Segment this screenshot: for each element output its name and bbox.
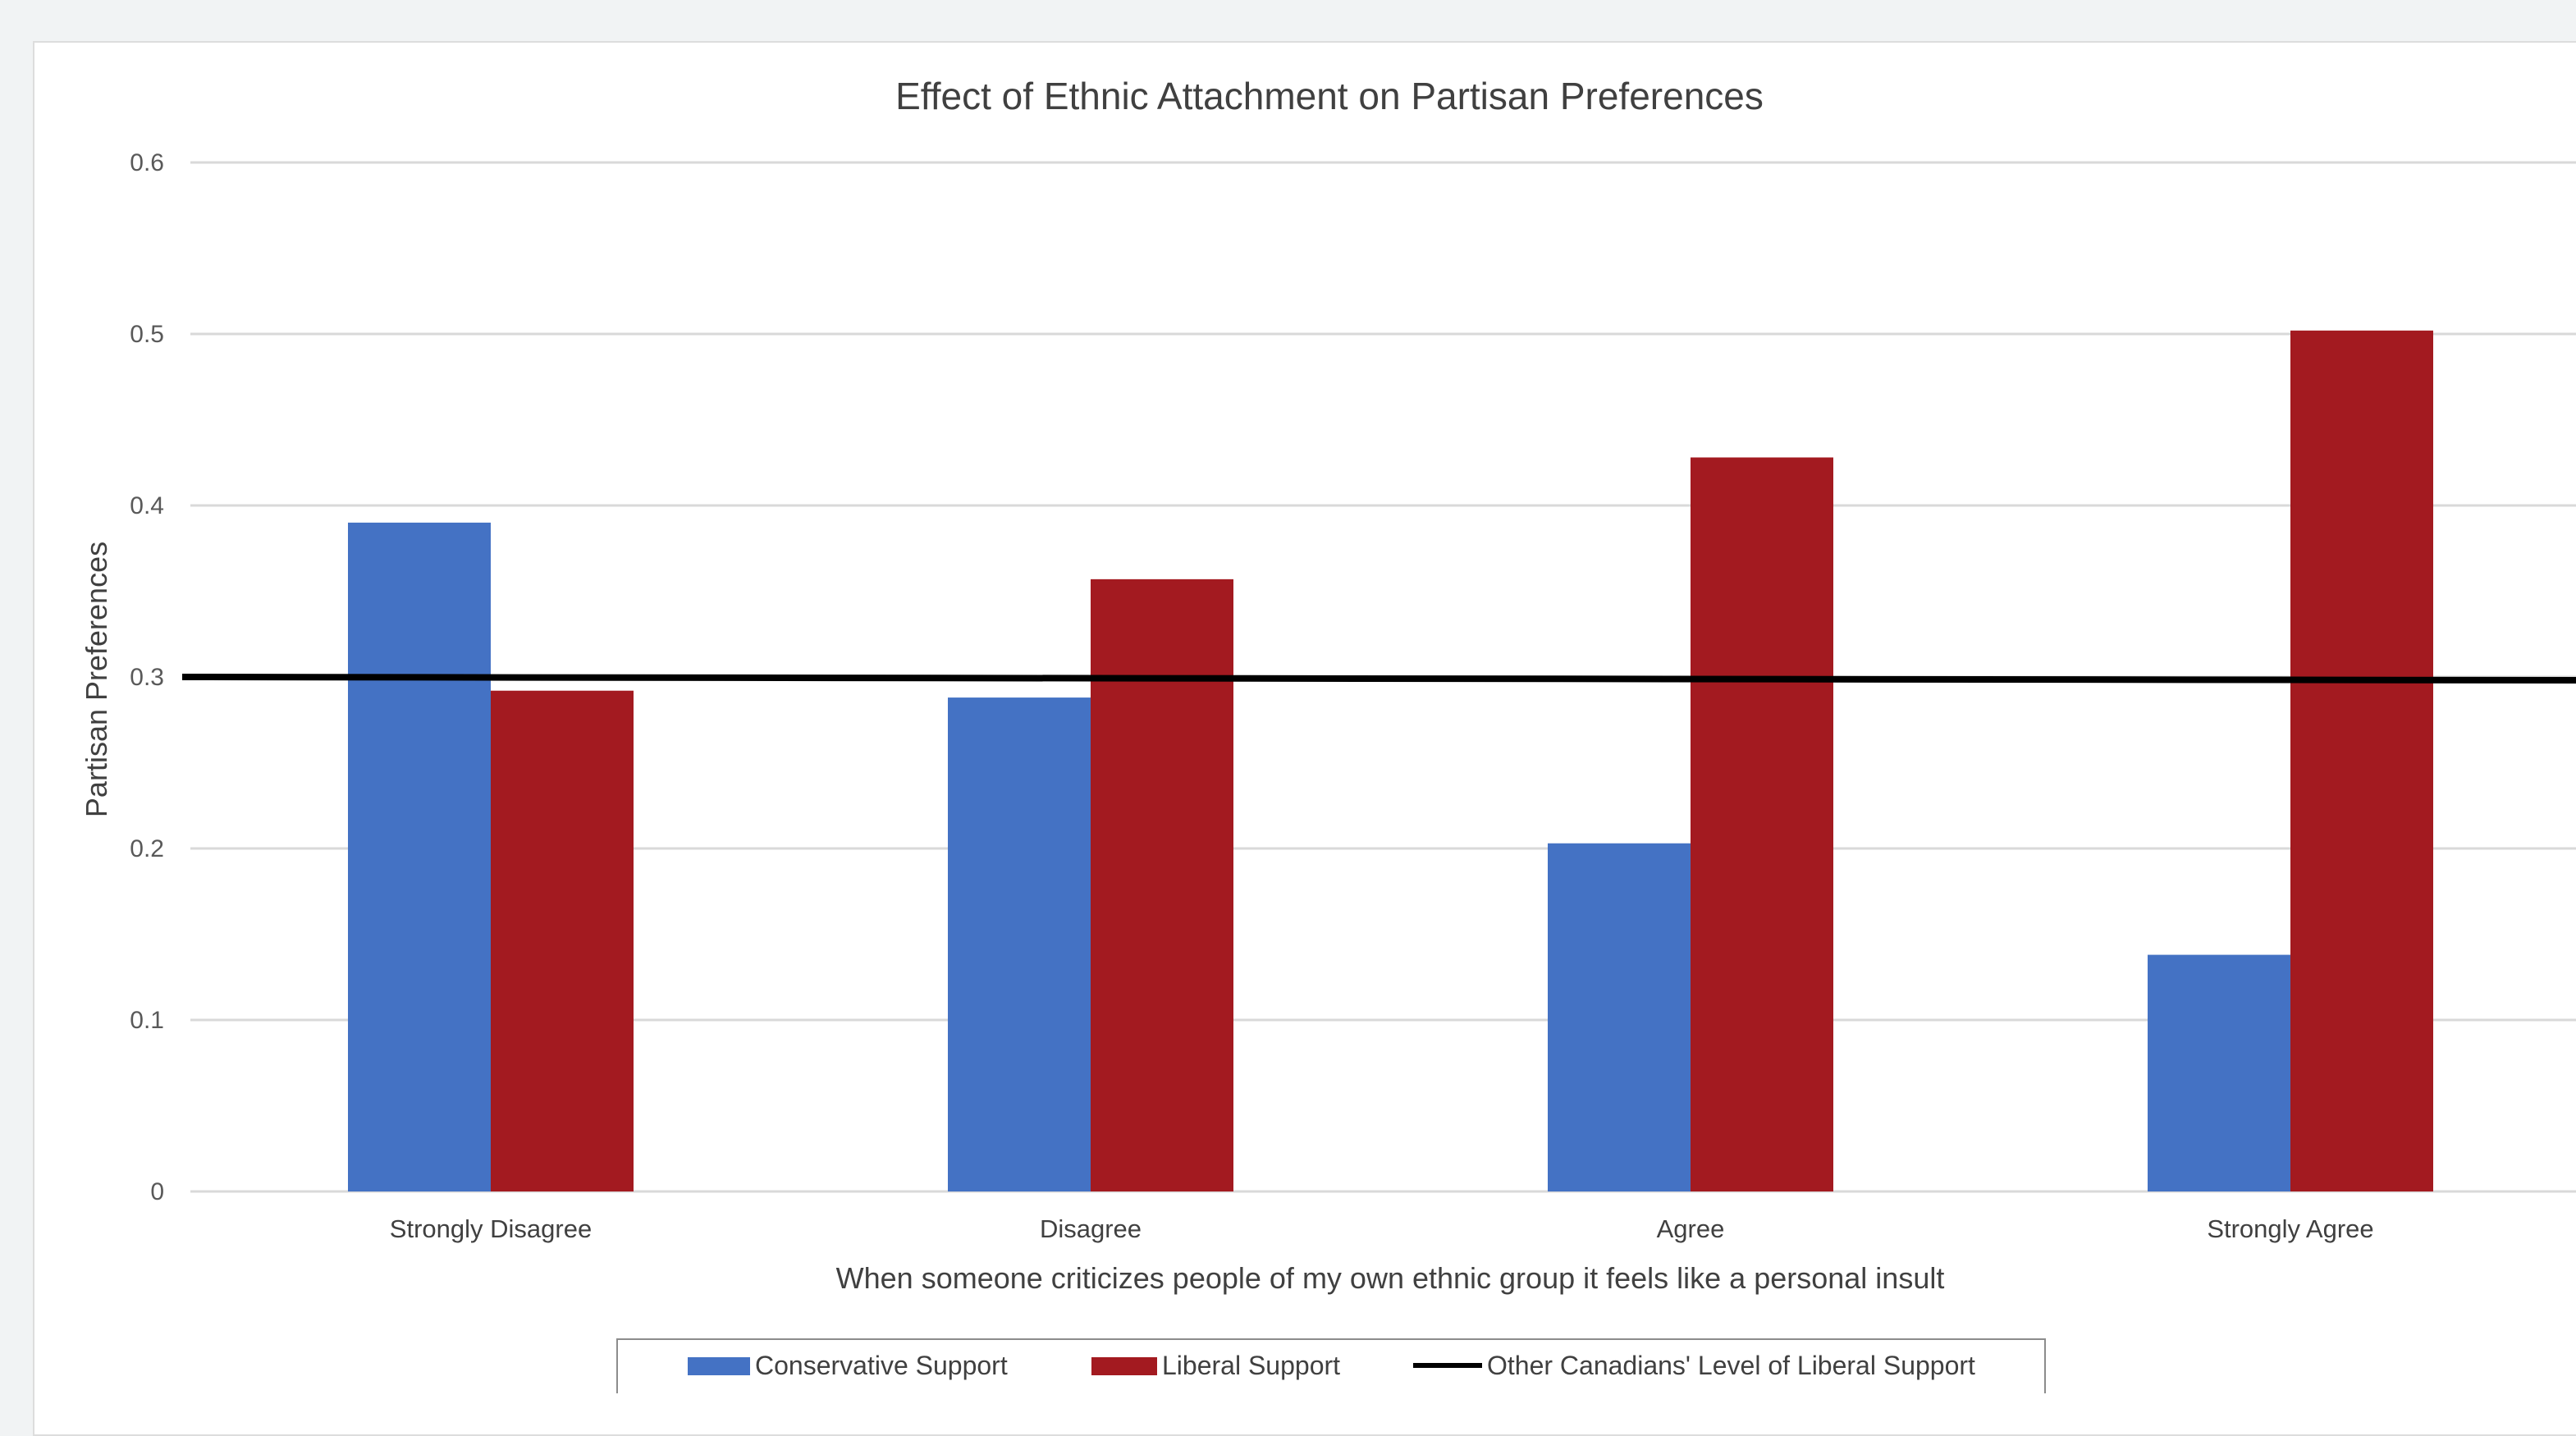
bar-liberal-0 <box>491 690 634 1191</box>
bar-conservative-3 <box>2148 954 2290 1191</box>
legend-label-conservative: Conservative Support <box>755 1351 1008 1380</box>
legend-box <box>616 1338 2046 1393</box>
bar-liberal-3 <box>2290 330 2433 1191</box>
x-axis-ticks: Strongly Disagree Disagree Agree Strongly A… <box>390 1214 2374 1243</box>
bar-conservative-2 <box>1548 843 1691 1191</box>
legend-swatch-liberal <box>1091 1357 1157 1375</box>
x-axis-label: When someone criticizes people of my own… <box>836 1261 1945 1295</box>
legend-label-liberal: Liberal Support <box>1162 1351 1340 1380</box>
y-tick-label: 0.4 <box>130 492 164 519</box>
bar-liberal-1 <box>1091 579 1233 1191</box>
reference-line-group <box>181 674 2576 684</box>
x-tick-label: Agree <box>1657 1214 1725 1243</box>
bar-liberal-2 <box>1691 457 1833 1191</box>
bar-conservative-1 <box>948 697 1091 1191</box>
reference-line <box>181 674 2576 684</box>
y-tick-label: 0 <box>150 1178 164 1205</box>
y-tick-label: 0.3 <box>130 664 164 691</box>
legend-swatch-conservative <box>688 1357 750 1375</box>
y-tick-label: 0.1 <box>130 1007 164 1034</box>
y-tick-label: 0.6 <box>130 149 164 176</box>
x-tick-label: Strongly Disagree <box>390 1214 592 1243</box>
chart-title: Effect of Ethnic Attachment on Partisan … <box>895 75 1764 117</box>
legend-label-reference-line: Other Canadians' Level of Liberal Suppor… <box>1487 1351 1975 1380</box>
y-tick-label: 0.2 <box>130 835 164 862</box>
bar-conservative-0 <box>348 522 491 1191</box>
legend: Conservative Support Liberal Support Oth… <box>616 1338 2046 1393</box>
chart-canvas: Effect of Ethnic Attachment on Partisan … <box>80 75 2576 1393</box>
x-tick-label: Disagree <box>1040 1214 1142 1243</box>
y-axis-ticks: 0 0.1 0.2 0.3 0.4 0.5 0.6 <box>130 149 164 1205</box>
x-tick-label: Strongly Agree <box>2207 1214 2373 1243</box>
y-axis-label: Partisan Preferences <box>80 542 113 817</box>
y-tick-label: 0.5 <box>130 321 164 348</box>
bars <box>348 330 2433 1191</box>
